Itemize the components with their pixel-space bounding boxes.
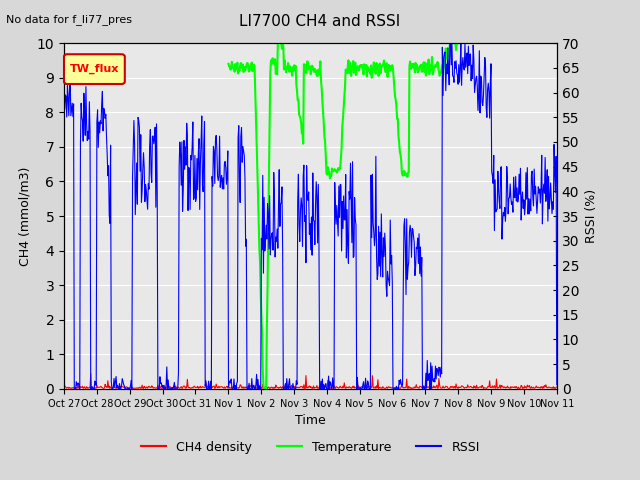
X-axis label: Time: Time [295, 414, 326, 427]
Text: LI7700 CH4 and RSSI: LI7700 CH4 and RSSI [239, 14, 401, 29]
Y-axis label: CH4 (mmol/m3): CH4 (mmol/m3) [18, 166, 31, 266]
Text: TW_flux: TW_flux [70, 64, 119, 74]
Legend: CH4 density, Temperature, RSSI: CH4 density, Temperature, RSSI [136, 435, 484, 458]
Y-axis label: RSSI (%): RSSI (%) [585, 189, 598, 243]
Text: No data for f_li77_pres: No data for f_li77_pres [6, 14, 132, 25]
